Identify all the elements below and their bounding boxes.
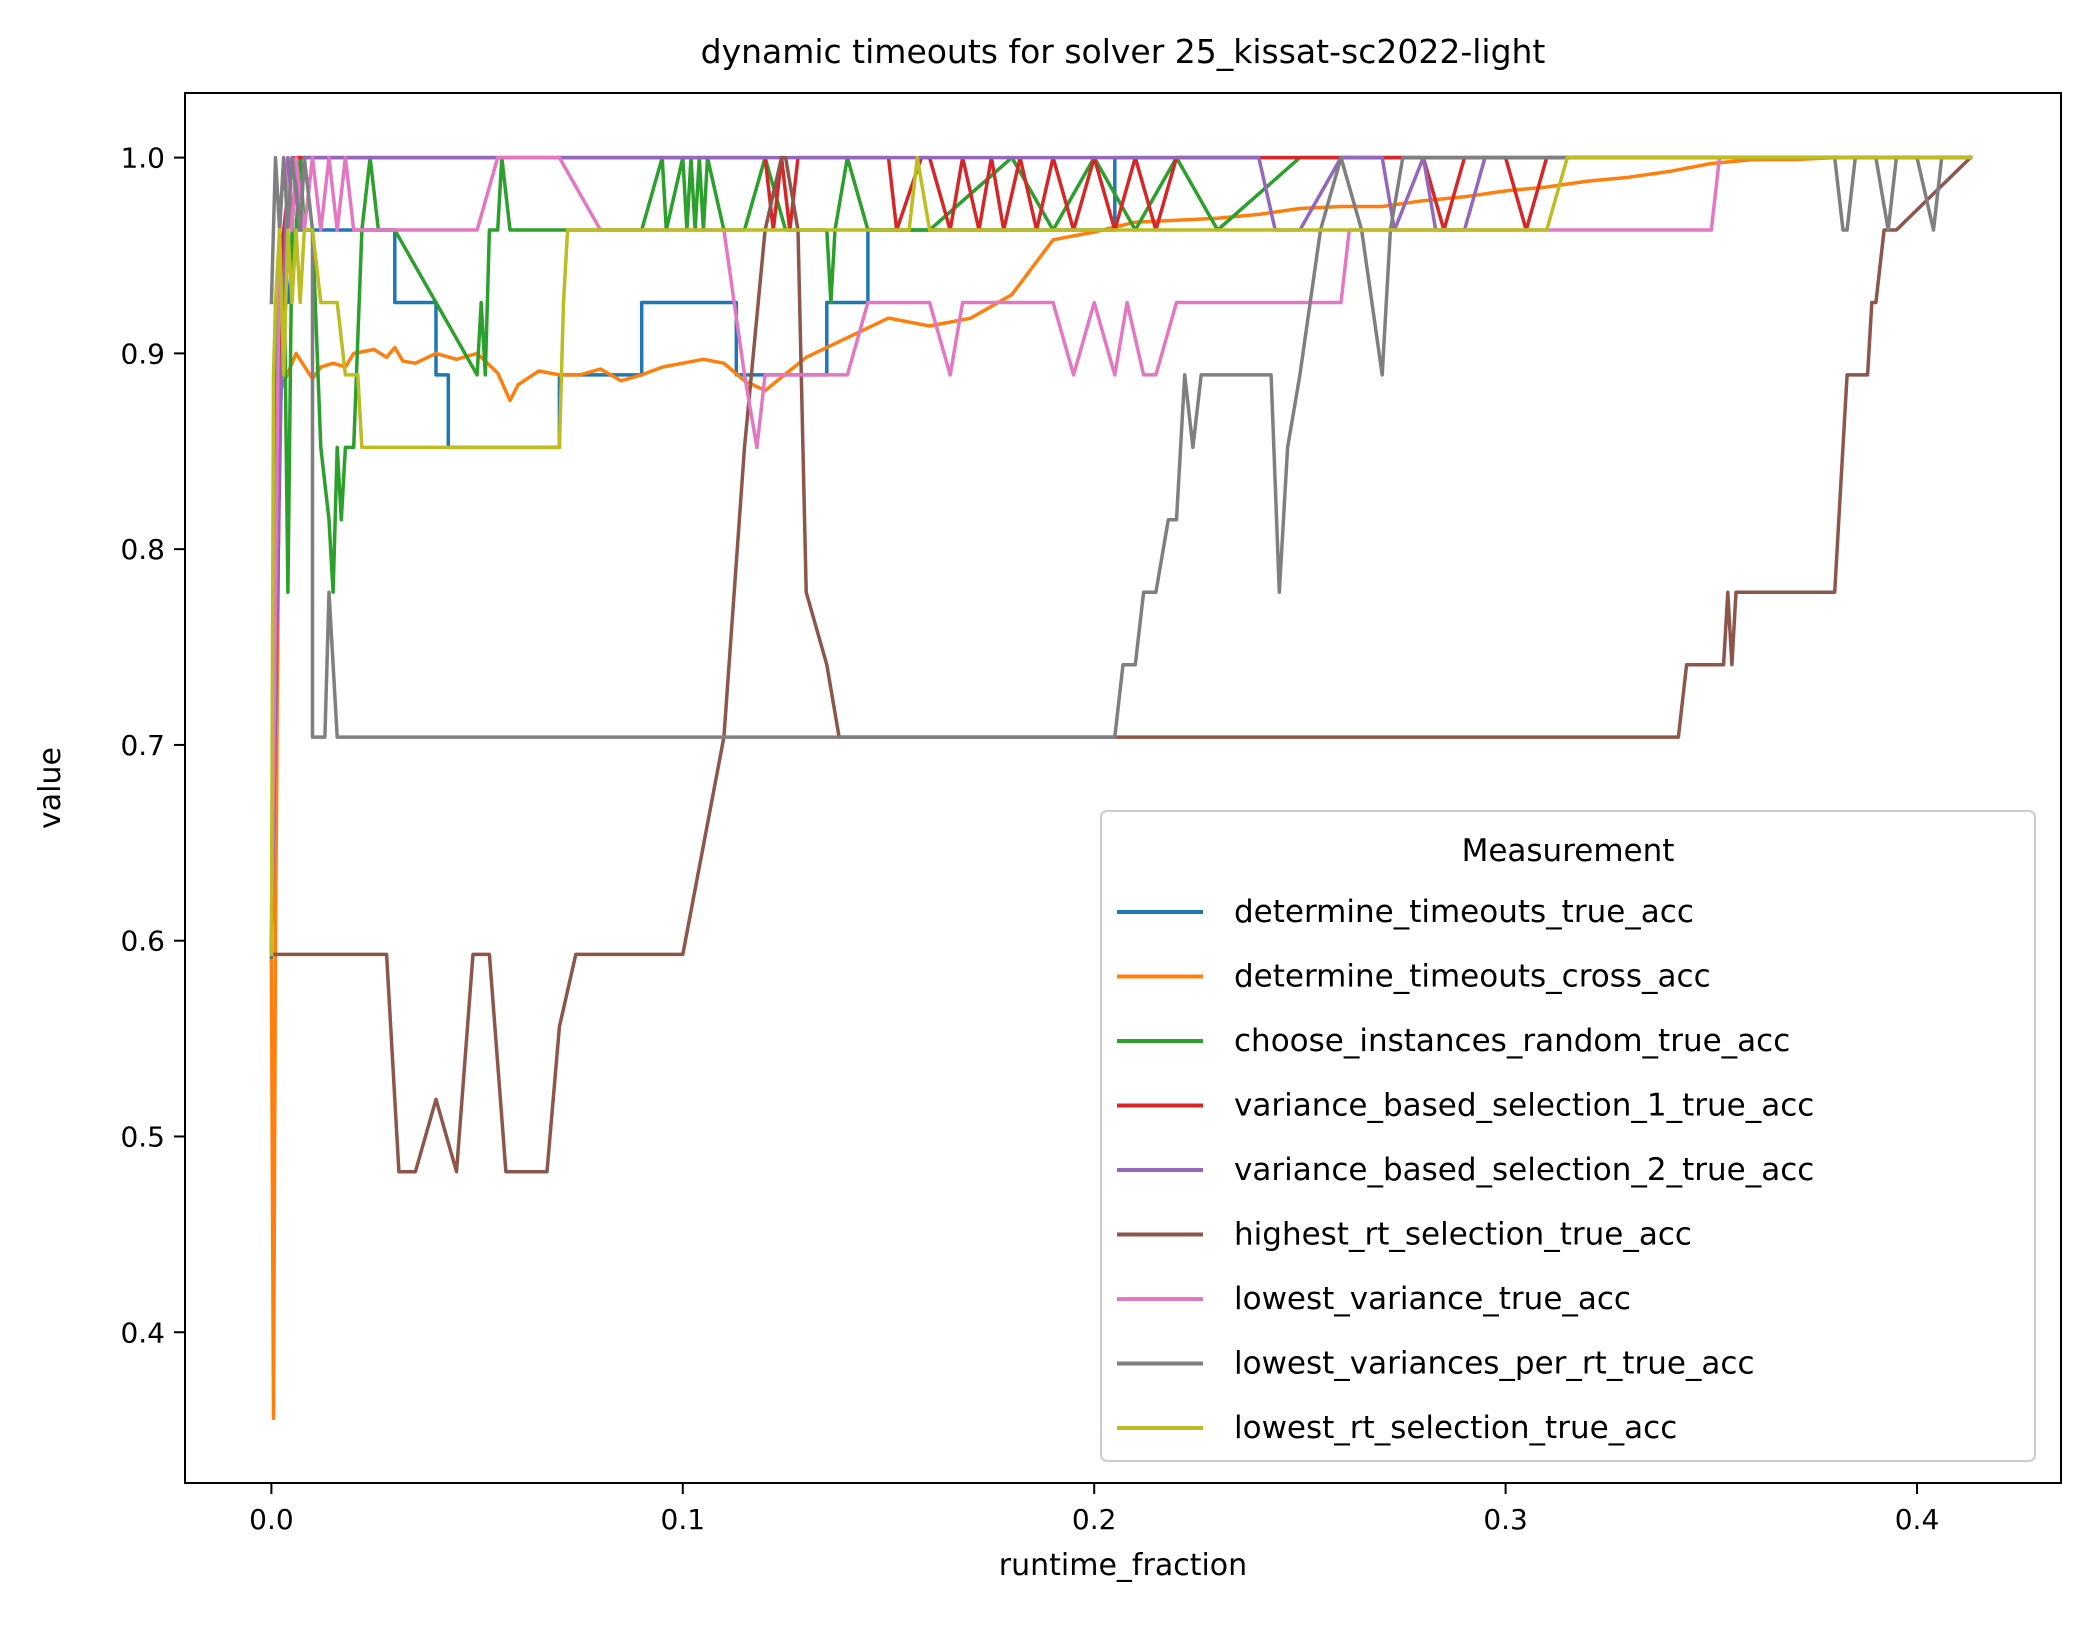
series-line-8 [269, 155, 1973, 957]
legend-entries: determine_timeouts_true_acc determine_tim… [1117, 894, 1814, 1446]
plot-lines [269, 155, 1973, 1421]
y-tick-label: 0.5 [120, 1120, 165, 1153]
x-axis: 0.0 0.1 0.2 0.3 0.4 [249, 1483, 1939, 1536]
y-tick-label: 0.7 [120, 729, 165, 762]
y-tick-label: 0.8 [120, 533, 165, 566]
x-tick-label: 0.0 [249, 1503, 294, 1536]
legend-label: determine_timeouts_cross_acc [1234, 959, 1711, 995]
x-tick-label: 0.1 [661, 1503, 706, 1536]
legend-title: Measurement [1462, 833, 1675, 869]
x-axis-label: runtime_fraction [999, 1548, 1247, 1583]
series-line-7 [269, 155, 1973, 739]
y-tick-label: 0.6 [120, 925, 165, 958]
series-line-1 [269, 155, 1973, 1421]
legend-box [1100, 810, 2036, 1462]
legend-label: lowest_variance_true_acc [1234, 1281, 1631, 1317]
x-tick-label: 0.3 [1483, 1503, 1528, 1536]
chart-title: dynamic timeouts for solver 25_kissat-sc… [701, 32, 1546, 71]
legend-label: variance_based_selection_2_true_acc [1234, 1152, 1814, 1188]
x-tick-label: 0.4 [1895, 1503, 1940, 1536]
legend-label: choose_instances_random_true_acc [1234, 1023, 1790, 1059]
legend-label: highest_rt_selection_true_acc [1234, 1217, 1692, 1253]
legend-label: lowest_rt_selection_true_acc [1234, 1410, 1677, 1446]
x-tick-label: 0.2 [1072, 1503, 1117, 1536]
legend: Measurement determine_timeouts_true_accd… [1100, 810, 2036, 1462]
y-tick-label: 0.9 [120, 337, 165, 370]
y-axis: 0.4 0.5 0.6 0.7 0.8 0.9 1.0 [120, 142, 185, 1349]
legend-label: variance_based_selection_1_true_acc [1234, 1088, 1814, 1124]
legend-label: lowest_variances_per_rt_true_acc [1234, 1346, 1755, 1382]
y-tick-label: 1.0 [120, 142, 165, 175]
y-tick-label: 0.4 [120, 1316, 165, 1349]
series-line-6 [269, 155, 1973, 957]
y-axis-label: value [33, 747, 68, 829]
plot-frame [184, 92, 2062, 1484]
legend-label: determine_timeouts_true_acc [1234, 894, 1694, 930]
